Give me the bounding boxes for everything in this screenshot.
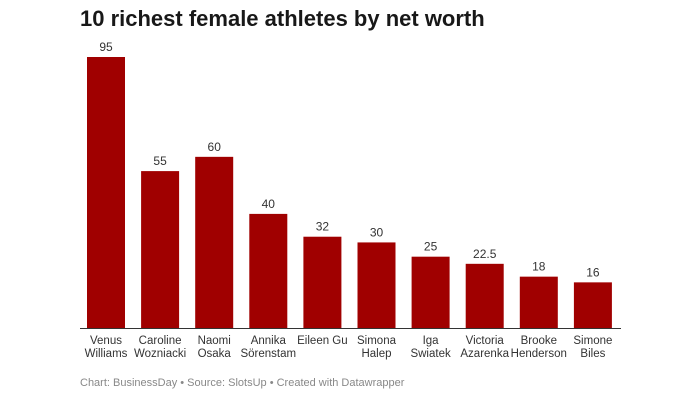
category-label: Iga [423,335,440,347]
category-label: Caroline [139,335,182,347]
bar [519,276,558,328]
category-label: Biles [580,348,605,360]
bar [573,282,612,328]
bar [411,256,450,328]
bar [87,57,125,328]
category-label: Azarenka [460,348,509,360]
category-label: Simona [357,335,397,347]
category-label: Simone [573,335,612,347]
chart-footer: Chart: BusinessDay • Source: SlotsUp • C… [80,377,405,389]
value-label: 32 [316,220,330,234]
category-label: Eileen Gu [297,335,348,347]
category-label: Halep [361,348,391,360]
value-label: 25 [424,240,438,254]
category-label: Williams [85,348,128,360]
bar [465,263,504,328]
value-label: 18 [532,260,546,274]
category-label: Brooke [521,335,557,347]
chart-title: 10 richest female athletes by net worth [80,6,485,31]
category-label: Osaka [198,348,232,360]
category-label: Venus [90,335,122,347]
bar [141,171,180,328]
value-label: 30 [370,225,384,239]
bar [249,213,288,328]
category-label: Henderson [511,348,567,360]
value-label: 16 [586,265,600,279]
value-label: 60 [208,140,222,154]
category-label: Naomi [198,335,231,347]
value-label: 40 [262,197,276,211]
value-label: 22.5 [473,247,497,261]
category-label: Swiatek [410,348,451,360]
category-label: Sörenstam [240,348,296,360]
value-label: 95 [99,40,113,54]
bar [357,242,396,328]
bar [195,156,234,328]
bar [303,236,342,328]
category-label: Wozniacki [134,348,186,360]
category-label: Annika [251,335,287,347]
category-label: Victoria [466,335,505,347]
value-label: 55 [153,154,167,168]
